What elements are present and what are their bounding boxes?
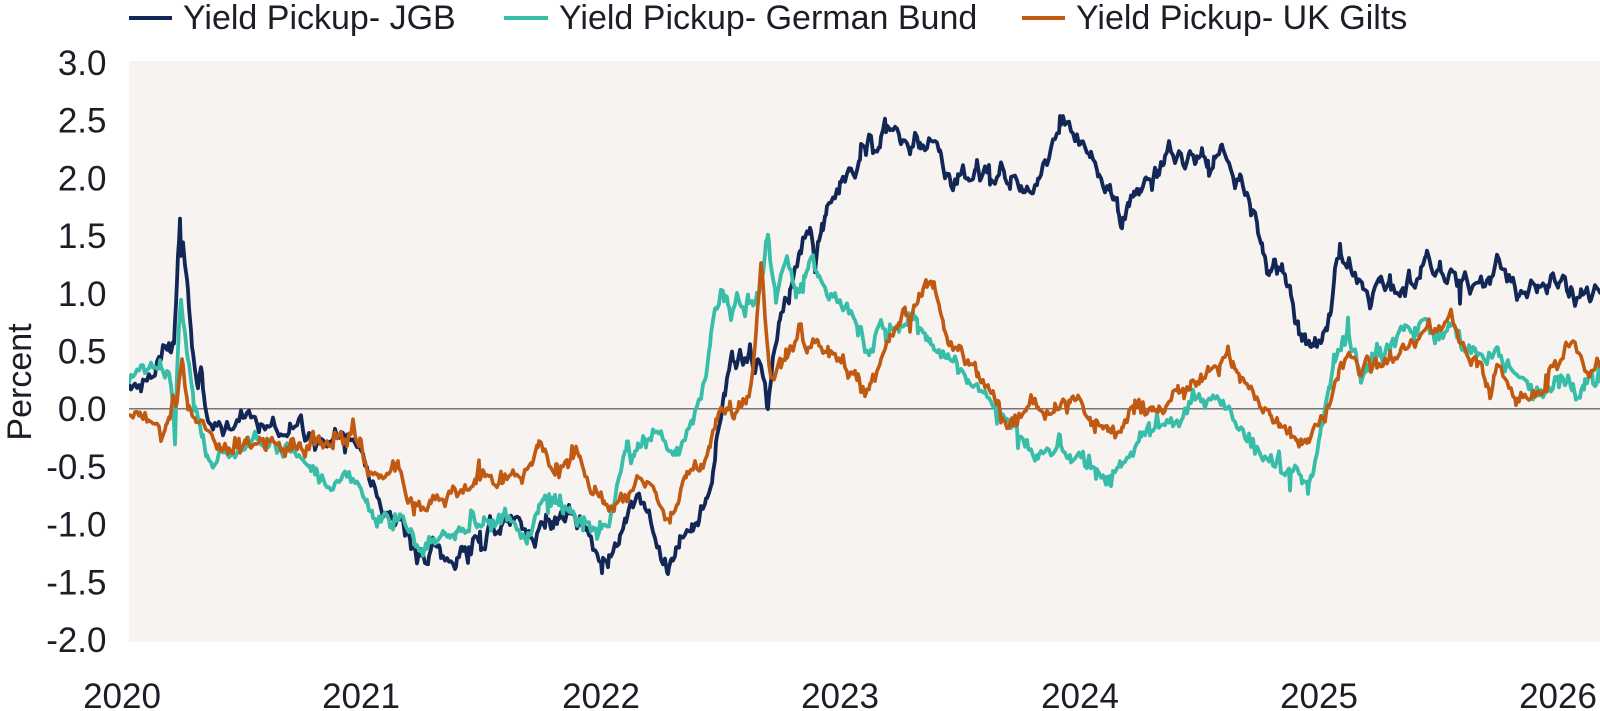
svg-text:2024: 2024 <box>1041 677 1119 711</box>
svg-text:Yield Pickup- JGB: Yield Pickup- JGB <box>183 0 456 37</box>
svg-text:2026: 2026 <box>1519 677 1597 711</box>
svg-text:-2.0: -2.0 <box>46 621 106 660</box>
svg-text:Yield Pickup- UK Gilts: Yield Pickup- UK Gilts <box>1076 0 1407 37</box>
svg-text:Yield Pickup- German Bund: Yield Pickup- German Bund <box>559 0 977 37</box>
svg-text:2.0: 2.0 <box>58 159 107 198</box>
svg-text:2022: 2022 <box>562 677 640 711</box>
svg-text:2020: 2020 <box>83 677 161 711</box>
svg-text:Percent: Percent <box>1 323 39 441</box>
svg-text:2.5: 2.5 <box>58 102 107 141</box>
svg-text:2023: 2023 <box>801 677 879 711</box>
svg-text:0.0: 0.0 <box>58 390 107 429</box>
svg-text:1.5: 1.5 <box>58 217 107 256</box>
svg-text:1.0: 1.0 <box>58 275 107 314</box>
svg-text:2025: 2025 <box>1280 677 1358 711</box>
svg-text:-1.5: -1.5 <box>46 563 106 602</box>
svg-text:0.5: 0.5 <box>58 333 107 372</box>
svg-text:2021: 2021 <box>322 677 400 711</box>
svg-text:3.0: 3.0 <box>58 44 107 83</box>
svg-text:-0.5: -0.5 <box>46 448 106 487</box>
svg-text:-1.0: -1.0 <box>46 506 106 545</box>
